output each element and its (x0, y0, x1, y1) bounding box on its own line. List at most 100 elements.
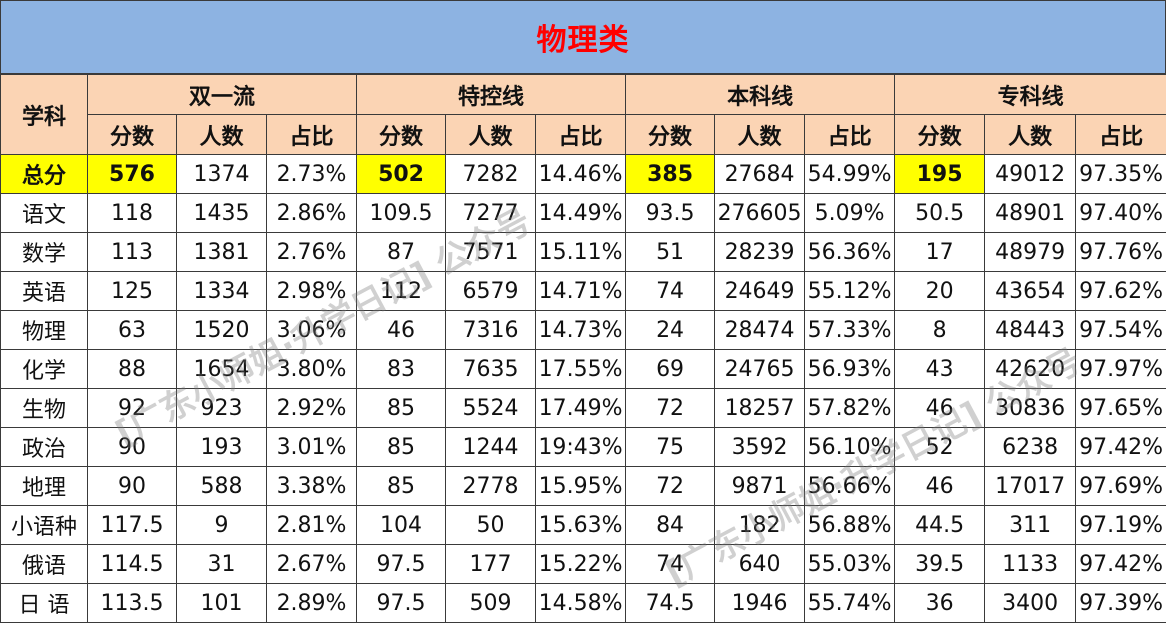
score-cell: 51 (625, 232, 716, 272)
score-cell: 83 (356, 349, 447, 389)
table-row: 化学 88 1654 3.80% 83 7635 17.55% 69 24765 56.93% 43… (0, 349, 1166, 389)
score-cell: 8 (894, 310, 986, 350)
ratio-cell: 56.10% (804, 427, 896, 467)
ratio-cell: 15.22% (535, 544, 627, 584)
subject-cell: 俄语 (0, 544, 88, 584)
count-cell: 1244 (445, 427, 537, 467)
group-header-shuangyiliu: 双一流 (86, 74, 358, 115)
sub-header-ratio: 占比 (265, 114, 358, 155)
count-cell: 17017 (984, 466, 1077, 506)
score-cell: 97.5 (356, 544, 447, 584)
table-row: 语文 118 1435 2.86% 109.5 7277 14.49% 93.5 276605 5… (0, 193, 1166, 233)
ratio-cell: 3.38% (265, 466, 358, 506)
count-cell: 1374 (176, 154, 267, 194)
score-cell: 20 (894, 271, 986, 311)
count-cell: 50 (445, 505, 537, 545)
title-bar: 物理类 (0, 0, 1166, 74)
score-cell: 72 (625, 388, 716, 428)
sub-header-count: 人数 (984, 114, 1077, 155)
score-cell: 69 (625, 349, 716, 389)
score-cell: 90 (87, 466, 177, 506)
count-cell: 9 (176, 505, 267, 545)
ratio-cell: 97.40% (1075, 193, 1166, 233)
score-cell: 576 (87, 154, 177, 194)
score-cell: 17 (894, 232, 986, 272)
ratio-cell: 15.63% (535, 505, 627, 545)
score-cell: 63 (87, 310, 177, 350)
count-cell: 7316 (445, 310, 537, 350)
ratio-cell: 14.49% (535, 193, 627, 233)
subject-header: 学科 (0, 74, 88, 155)
score-cell: 52 (894, 427, 986, 467)
score-cell: 24 (625, 310, 716, 350)
sub-header-score: 分数 (894, 114, 986, 155)
ratio-cell: 14.46% (535, 154, 627, 194)
ratio-cell: 97.62% (1075, 271, 1166, 311)
ratio-cell: 56.66% (804, 466, 896, 506)
count-cell: 6579 (445, 271, 537, 311)
ratio-cell: 97.97% (1075, 349, 1166, 389)
ratio-cell: 57.33% (804, 310, 896, 350)
ratio-cell: 55.74% (804, 583, 896, 623)
subject-cell: 物理 (0, 310, 88, 350)
ratio-cell: 97.54% (1075, 310, 1166, 350)
ratio-cell: 56.93% (804, 349, 896, 389)
score-cell: 92 (87, 388, 177, 428)
ratio-cell: 2.73% (265, 154, 358, 194)
score-cell: 39.5 (894, 544, 986, 584)
score-cell: 114.5 (87, 544, 177, 584)
score-cell: 87 (356, 232, 447, 272)
ratio-cell: 56.36% (804, 232, 896, 272)
ratio-cell: 15.11% (535, 232, 627, 272)
score-cell: 88 (87, 349, 177, 389)
score-cell: 85 (356, 427, 447, 467)
count-cell: 6238 (984, 427, 1077, 467)
group-header-zhuankexian: 专科线 (894, 74, 1166, 115)
score-cell: 502 (356, 154, 447, 194)
count-cell: 1435 (176, 193, 267, 233)
ratio-cell: 19:43% (535, 427, 627, 467)
score-cell: 46 (894, 466, 986, 506)
count-cell: 1381 (176, 232, 267, 272)
subject-cell: 小语种 (0, 505, 88, 545)
count-cell: 9871 (714, 466, 806, 506)
count-cell: 18257 (714, 388, 806, 428)
score-cell: 46 (356, 310, 447, 350)
score-cell: 84 (625, 505, 716, 545)
count-cell: 101 (176, 583, 267, 623)
table-row: 生物 92 923 2.92% 85 5524 17.49% 72 18257 57.82% 46 3… (0, 388, 1166, 428)
count-cell: 311 (984, 505, 1077, 545)
table-row: 俄语 114.5 31 2.67% 97.5 177 15.22% 74 640 55.03% 39… (0, 544, 1166, 584)
score-cell: 385 (625, 154, 716, 194)
count-cell: 3592 (714, 427, 806, 467)
count-cell: 640 (714, 544, 806, 584)
table-row: 政治 90 193 3.01% 85 1244 19:43% 75 3592 56.10% 52 62… (0, 427, 1166, 467)
sub-header-ratio: 占比 (804, 114, 896, 155)
sub-header-score: 分数 (625, 114, 716, 155)
subject-cell: 日 语 (0, 583, 88, 623)
table-row: 总分 576 1374 2.73% 502 7282 14.46% 385 27684 54.99… (0, 154, 1166, 194)
ratio-cell: 54.99% (804, 154, 896, 194)
score-cell: 125 (87, 271, 177, 311)
count-cell: 3400 (984, 583, 1077, 623)
score-cell: 46 (894, 388, 986, 428)
score-cell: 90 (87, 427, 177, 467)
sub-header-count: 人数 (176, 114, 267, 155)
subject-cell: 地理 (0, 466, 88, 506)
count-cell: 276605 (714, 193, 806, 233)
ratio-cell: 97.42% (1075, 427, 1166, 467)
sub-header-count: 人数 (714, 114, 806, 155)
count-cell: 49012 (984, 154, 1077, 194)
table-row: 小语种 117.5 9 2.81% 104 50 15.63% 84 182 56.88% 44.5… (0, 505, 1166, 545)
count-cell: 43654 (984, 271, 1077, 311)
count-cell: 193 (176, 427, 267, 467)
score-cell: 43 (894, 349, 986, 389)
count-cell: 48901 (984, 193, 1077, 233)
count-cell: 7635 (445, 349, 537, 389)
count-cell: 24649 (714, 271, 806, 311)
group-header-benkexian: 本科线 (625, 74, 896, 115)
ratio-cell: 5.09% (804, 193, 896, 233)
ratio-cell: 55.12% (804, 271, 896, 311)
ratio-cell: 97.76% (1075, 232, 1166, 272)
score-cell: 118 (87, 193, 177, 233)
